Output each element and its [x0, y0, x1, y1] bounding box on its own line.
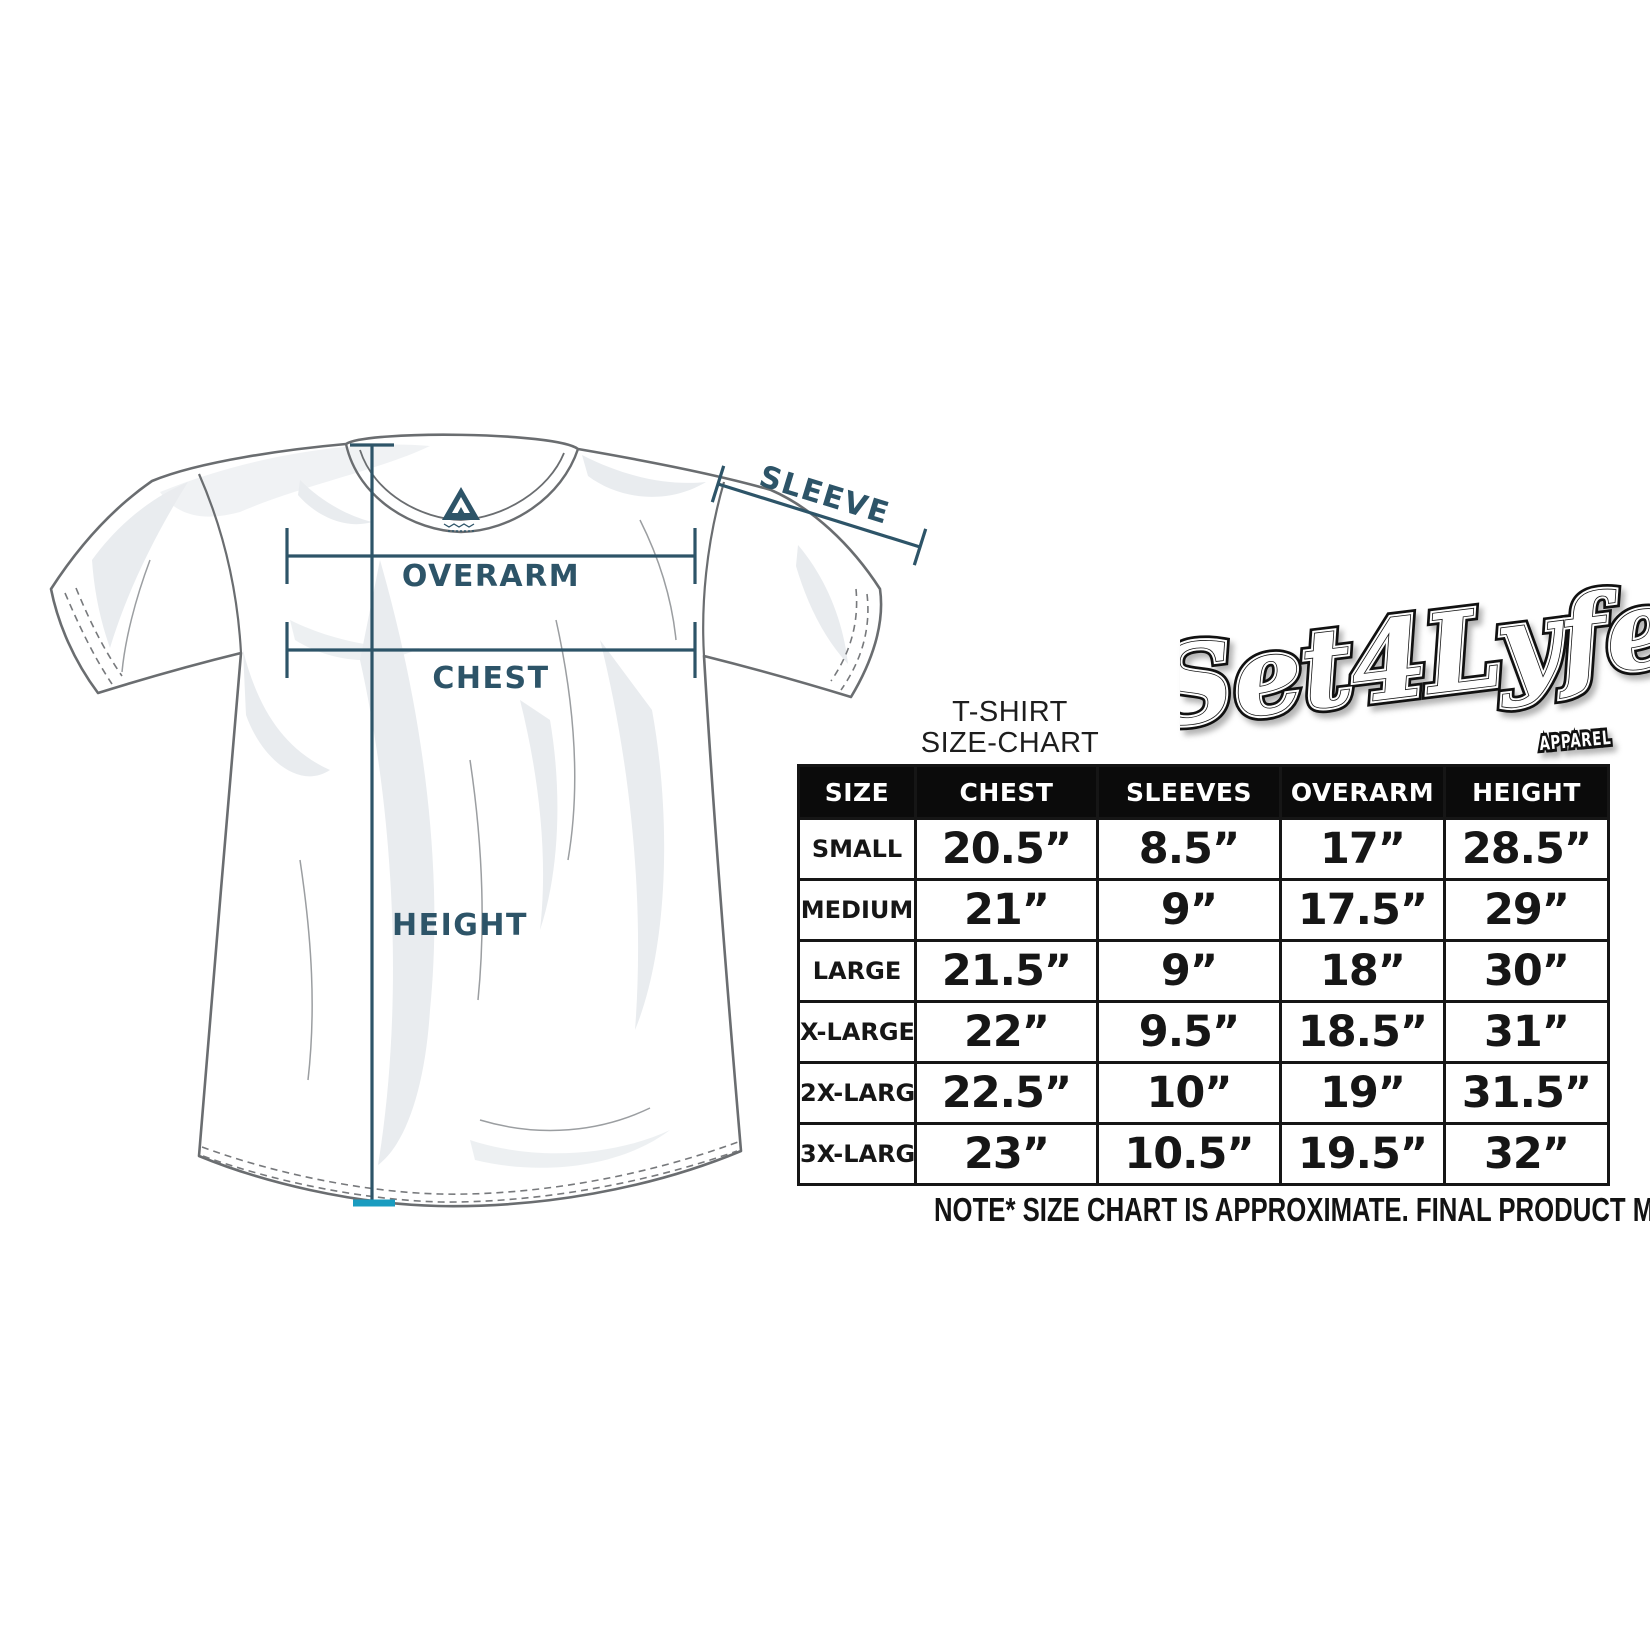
size-chart-note-text: NOTE* SIZE CHART IS APPROXIMATE. FINAL P… [933, 1191, 1650, 1228]
size-chart-table: SIZE CHEST SLEEVES OVERARM HEIGHT SMALL … [797, 764, 1610, 1186]
armhole-seams [197, 473, 726, 657]
chest-cell: 21” [914, 878, 1099, 942]
size-chart-note: NOTE* SIZE CHART IS APPROXIMATE. FINAL P… [795, 1191, 1650, 1229]
chest-measure-line [285, 622, 697, 678]
shirt-shading [92, 444, 848, 1168]
chart-title: T-SHIRT SIZE-CHART [860, 697, 1160, 759]
chest-cell: 20.5” [914, 817, 1099, 881]
size-cell: X-LARGE [797, 1000, 917, 1064]
height-cell: 31” [1443, 1000, 1610, 1064]
table-row: LARGE 21.5” 9” 18” 30” [797, 939, 1610, 1003]
size-cell: 2X-LARGE [797, 1061, 917, 1125]
overarm-cell: 17” [1279, 817, 1446, 881]
overarm-measure-label: OVERARM [401, 559, 581, 594]
overarm-cell: 17.5” [1279, 878, 1446, 942]
height-measure-line [350, 443, 394, 1202]
measurement-lines [285, 443, 928, 1207]
brand-logo: Set4Lyfe Set4Lyfe Set4Lyfe APPAREL APPAR… [1180, 558, 1650, 758]
chart-title-line2: SIZE-CHART [920, 727, 1100, 759]
size-cell: MEDIUM [797, 878, 917, 942]
table-row: SMALL 20.5” 8.5” 17” 28.5” [797, 817, 1610, 881]
shirt-fold-lines [121, 519, 677, 1132]
height-cell: 32” [1443, 1122, 1610, 1186]
table-row: MEDIUM 21” 9” 17.5” 29” [797, 878, 1610, 942]
col-header-chest: CHEST [914, 764, 1099, 820]
overarm-cell: 18” [1279, 939, 1446, 1003]
tshirt-body [49, 433, 883, 1208]
sleeves-cell: 9” [1096, 878, 1282, 942]
height-cell: 28.5” [1443, 817, 1610, 881]
brand-logo-sub-badge: APPAREL APPAREL [1536, 724, 1616, 758]
chest-cell: 22” [914, 1000, 1099, 1064]
sleeves-cell: 8.5” [1096, 817, 1282, 881]
overarm-cell: 19.5” [1279, 1122, 1446, 1186]
sleeves-cell: 10” [1096, 1061, 1282, 1125]
neck-label-logo [442, 487, 480, 532]
size-cell: LARGE [797, 939, 917, 1003]
sleeves-cell: 10.5” [1096, 1122, 1282, 1186]
chest-cell: 22.5” [914, 1061, 1099, 1125]
table-row: 3X-LARGE 23” 10.5” 19.5” 32” [797, 1122, 1610, 1186]
sleeves-cell: 9” [1096, 939, 1282, 1003]
height-cell: 29” [1443, 878, 1610, 942]
table-row: X-LARGE 22” 9.5” 18.5” 31” [797, 1000, 1610, 1064]
table-row: 2X-LARGE 22.5” 10” 19” 31.5” [797, 1061, 1610, 1125]
chart-title-line1: T-SHIRT [952, 696, 1068, 728]
overarm-measure-line [285, 528, 697, 584]
chest-cell: 21.5” [914, 939, 1099, 1003]
chest-cell: 23” [914, 1122, 1099, 1186]
table-header-row: SIZE CHEST SLEEVES OVERARM HEIGHT [797, 764, 1610, 820]
col-header-sleeves: SLEEVES [1096, 764, 1282, 820]
chest-measure-label: CHEST [432, 661, 550, 696]
sleeves-cell: 9.5” [1096, 1000, 1282, 1064]
height-cell: 30” [1443, 939, 1610, 1003]
stitching [64, 587, 869, 1203]
col-header-size: SIZE [797, 764, 917, 820]
height-measure-label: HEIGHT [392, 908, 528, 943]
overarm-cell: 18.5” [1279, 1000, 1446, 1064]
size-cell: 3X-LARGE [797, 1122, 917, 1186]
size-cell: SMALL [797, 817, 917, 881]
brand-logo-text: Set4Lyfe [1180, 564, 1650, 753]
height-cell: 31.5” [1443, 1061, 1610, 1125]
brand-logo-sub-text: APPAREL [1539, 727, 1613, 755]
col-header-overarm: OVERARM [1279, 764, 1446, 820]
sleeve-measure-line [710, 465, 928, 566]
overarm-cell: 19” [1279, 1061, 1446, 1125]
col-header-height: HEIGHT [1443, 764, 1610, 820]
